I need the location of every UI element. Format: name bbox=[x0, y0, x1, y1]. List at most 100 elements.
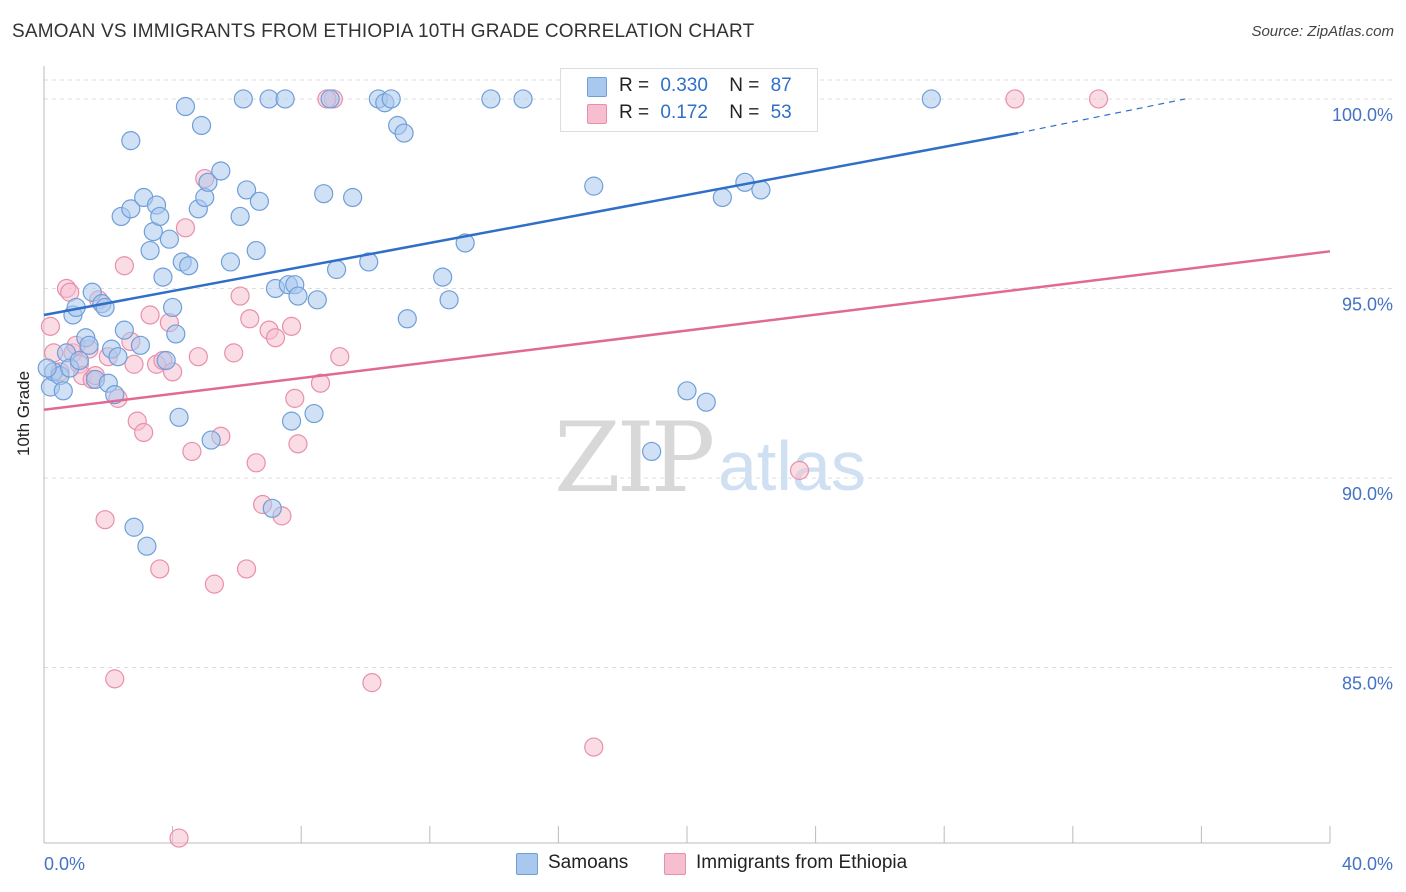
point-ethiopia bbox=[236, 559, 257, 579]
point-ethiopia bbox=[169, 828, 189, 848]
point-samoans bbox=[314, 184, 334, 204]
point-samoans bbox=[137, 536, 157, 556]
point-samoans bbox=[108, 347, 128, 367]
point-samoans bbox=[455, 233, 475, 253]
legend-label-samoans: Samoans bbox=[548, 852, 629, 873]
point-samoans bbox=[304, 403, 324, 424]
point-samoans bbox=[114, 320, 134, 340]
legend-swatch-pink bbox=[587, 104, 607, 124]
point-samoans bbox=[381, 89, 401, 109]
point-ethiopia bbox=[584, 737, 604, 757]
point-samoans bbox=[513, 89, 533, 109]
y-tick-label: 90.0% bbox=[1342, 484, 1393, 504]
point-samoans bbox=[696, 392, 716, 412]
point-ethiopia bbox=[188, 347, 208, 367]
point-ethiopia bbox=[310, 373, 331, 393]
point-samoans bbox=[220, 252, 241, 272]
point-ethiopia bbox=[789, 460, 810, 480]
point-samoans bbox=[712, 187, 732, 208]
point-samoans bbox=[677, 381, 697, 401]
n-value: 87 bbox=[770, 75, 792, 96]
point-samoans bbox=[179, 256, 199, 276]
point-samoans bbox=[37, 358, 57, 378]
point-ethiopia bbox=[285, 388, 305, 408]
point-samoans bbox=[262, 498, 282, 518]
point-ethiopia bbox=[150, 559, 170, 579]
point-samoans bbox=[481, 89, 501, 109]
point-ethiopia bbox=[330, 347, 350, 367]
point-samoans bbox=[439, 290, 459, 310]
point-ethiopia bbox=[175, 218, 196, 238]
point-ethiopia bbox=[140, 305, 160, 325]
point-ethiopia bbox=[362, 673, 382, 693]
chart-source: Source: ZipAtlas.com bbox=[1251, 23, 1394, 40]
point-samoans bbox=[163, 297, 183, 318]
legend-swatch-blue bbox=[516, 853, 538, 875]
trend-line-samoans bbox=[43, 131, 1019, 317]
point-samoans bbox=[124, 517, 144, 537]
point-samoans bbox=[326, 259, 347, 280]
tick-label-layer: 85.0% 90.0% 95.0% 100.0% 0.0% 40.0% bbox=[44, 105, 1393, 874]
r-label: R = bbox=[619, 102, 650, 123]
y-tick-label: 95.0% bbox=[1342, 294, 1393, 314]
chart-title: SAMOAN VS IMMIGRANTS FROM ETHIOPIA 10TH … bbox=[12, 21, 755, 42]
point-samoans bbox=[191, 115, 212, 136]
point-samoans bbox=[130, 335, 151, 355]
legend-label-ethiopia: Immigrants from Ethiopia bbox=[696, 852, 908, 873]
point-samoans bbox=[198, 172, 218, 192]
point-samoans bbox=[249, 191, 270, 211]
point-samoans bbox=[246, 240, 266, 261]
y-tick-label: 100.0% bbox=[1332, 105, 1393, 125]
correlation-legend: R = 0.330 N = 87 R = 0.172 N = 53 bbox=[560, 68, 818, 132]
point-samoans bbox=[433, 267, 453, 287]
point-ethiopia bbox=[1005, 89, 1025, 109]
point-ethiopia bbox=[134, 422, 154, 443]
r-value: 0.330 bbox=[660, 75, 708, 96]
point-samoans bbox=[201, 430, 221, 450]
legend-swatch-blue bbox=[587, 77, 607, 97]
point-samoans bbox=[69, 350, 89, 371]
point-ethiopia bbox=[124, 354, 144, 374]
point-samoans bbox=[175, 96, 196, 117]
point-samoans bbox=[230, 206, 250, 227]
point-samoans bbox=[397, 309, 417, 329]
series-samoans bbox=[37, 89, 941, 556]
point-ethiopia bbox=[182, 441, 202, 462]
point-samoans bbox=[95, 297, 115, 318]
point-samoans bbox=[169, 407, 189, 427]
x-tick-label: 40.0% bbox=[1342, 854, 1393, 874]
point-samoans bbox=[233, 89, 253, 109]
r-label: R = bbox=[619, 75, 650, 96]
trend-layer bbox=[43, 98, 1331, 411]
r-value: 0.172 bbox=[660, 102, 708, 123]
point-ethiopia bbox=[240, 309, 260, 329]
point-samoans bbox=[150, 206, 170, 227]
point-ethiopia bbox=[114, 256, 134, 276]
x-tick-label: 0.0% bbox=[44, 854, 85, 874]
axis-layer bbox=[43, 66, 1331, 844]
grid-layer bbox=[44, 79, 1392, 668]
legend-swatch-pink bbox=[664, 853, 686, 875]
watermark-zip: ZIP bbox=[554, 402, 715, 514]
point-ethiopia bbox=[204, 574, 224, 594]
point-samoans bbox=[53, 381, 73, 401]
point-samoans bbox=[275, 89, 295, 109]
point-samoans bbox=[751, 180, 771, 200]
point-ethiopia bbox=[265, 328, 286, 348]
point-samoans bbox=[121, 131, 141, 151]
point-ethiopia bbox=[224, 343, 244, 363]
point-samoans bbox=[320, 89, 340, 109]
point-samoans bbox=[211, 161, 231, 181]
point-ethiopia bbox=[105, 669, 125, 689]
point-ethiopia bbox=[1088, 89, 1109, 109]
point-samoans bbox=[307, 290, 327, 310]
point-samoans bbox=[281, 411, 302, 431]
point-ethiopia bbox=[281, 316, 302, 336]
n-label: N = bbox=[729, 102, 760, 123]
point-samoans bbox=[343, 187, 363, 208]
point-ethiopia bbox=[230, 286, 250, 306]
point-samoans bbox=[394, 123, 414, 143]
point-samoans bbox=[159, 229, 179, 249]
point-samoans bbox=[359, 252, 379, 272]
